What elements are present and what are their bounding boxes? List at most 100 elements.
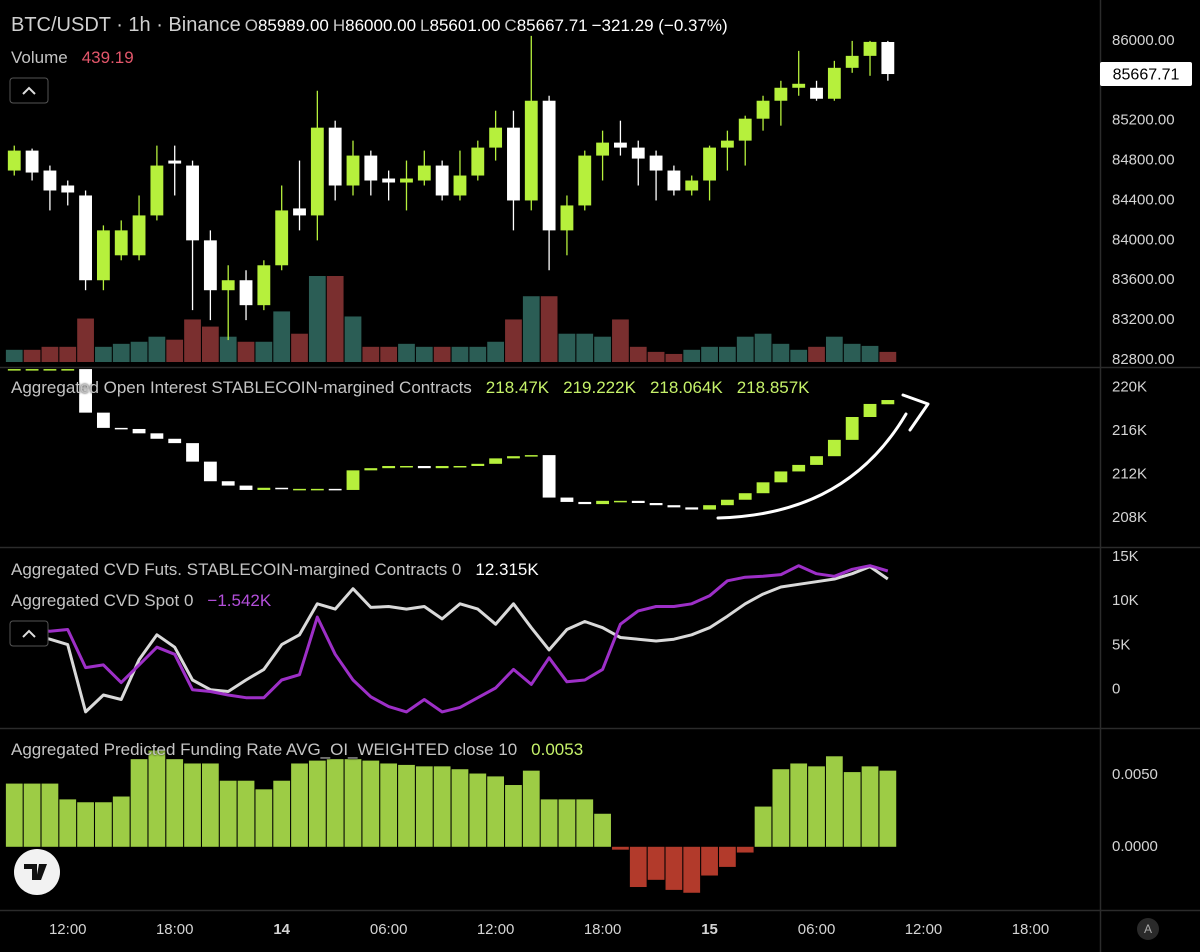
bar [166, 759, 184, 847]
bar [291, 763, 308, 847]
candle-body [596, 142, 610, 156]
bar [112, 796, 130, 847]
ohlc-key: L [420, 16, 430, 35]
button-label[interactable]: A [1144, 922, 1152, 936]
funding-title: Aggregated Predicted Funding Rate AVG_OI… [11, 740, 518, 759]
candle-body [578, 155, 592, 206]
bar [255, 789, 273, 847]
candle-body [489, 127, 503, 148]
candle-body [43, 170, 57, 191]
y-tick-label: 0.0050 [1112, 766, 1158, 783]
y-tick-label: 83200.00 [1112, 311, 1175, 328]
funding-value: 0.0053 [531, 740, 584, 759]
candle-body [346, 155, 360, 186]
bar [754, 806, 772, 847]
candle-body [685, 180, 699, 191]
cvd-line [13, 565, 889, 714]
bar [522, 770, 540, 847]
candle-body [168, 160, 182, 164]
candle-body [792, 464, 806, 472]
candle-body [150, 433, 164, 439]
bar [612, 846, 629, 850]
bar [130, 759, 148, 847]
y-tick-label: 0 [1112, 681, 1120, 698]
bar [879, 351, 897, 362]
candle-body [310, 127, 324, 216]
candle-body [364, 155, 378, 181]
bar [95, 346, 112, 362]
bar [790, 763, 808, 847]
bar [719, 846, 736, 867]
annotation-arrow [716, 412, 908, 520]
y-tick-label: 83600.00 [1112, 271, 1175, 288]
candle-body [275, 487, 289, 490]
candle-body [667, 170, 681, 191]
candle-body [738, 118, 752, 141]
candle-body [453, 465, 467, 468]
bar [415, 766, 433, 847]
candle-body [827, 439, 841, 457]
y-tick-label: 208K [1112, 509, 1147, 526]
volume-header: Volume 439.19 [11, 48, 138, 68]
candle-body [346, 470, 360, 490]
bar [326, 276, 344, 362]
candle-body [774, 87, 788, 101]
bar [647, 846, 665, 880]
candle-body [96, 412, 110, 428]
candle-body [453, 175, 467, 196]
candle-body [489, 458, 503, 464]
collapse-button[interactable] [9, 620, 49, 647]
x-tick-label: 06:00 [370, 921, 408, 938]
bar [647, 351, 665, 362]
price-tag-label: 85667.71 [1113, 66, 1180, 83]
bar [255, 341, 273, 362]
candle-body [845, 416, 859, 440]
bar [344, 759, 362, 847]
candle-body [275, 210, 289, 266]
bar [594, 336, 611, 362]
candle-body [881, 400, 895, 405]
bar [362, 760, 380, 847]
candle-body [560, 205, 574, 231]
bar [487, 776, 505, 847]
bar [736, 846, 754, 853]
button-circle[interactable] [1137, 918, 1159, 940]
y-tick-label: 5K [1112, 636, 1130, 653]
bar [808, 766, 825, 847]
y-tick-label: 10K [1112, 592, 1139, 609]
candle-body [328, 127, 342, 186]
panel [5, 276, 897, 362]
auto-scale-button[interactable]: A [1137, 918, 1159, 940]
bar [77, 318, 94, 362]
bar [879, 770, 897, 847]
bar [576, 799, 594, 847]
x-tick-label: 14 [273, 921, 290, 938]
candle-body [114, 230, 128, 256]
y-tick-label: 0.0000 [1112, 838, 1158, 855]
y-tick-label: 84000.00 [1112, 231, 1175, 248]
oi-value: 218.857K [736, 378, 810, 397]
candle-body [792, 83, 806, 88]
bar [487, 341, 505, 362]
bar [719, 346, 736, 362]
candle-body [631, 147, 645, 159]
bar [701, 846, 718, 876]
funding-header: Aggregated Predicted Funding Rate AVG_OI… [11, 740, 587, 760]
bar [308, 276, 326, 362]
bar [701, 346, 718, 362]
logo-mark [24, 864, 47, 880]
candle-body [703, 505, 716, 510]
button-frame[interactable] [9, 77, 49, 104]
button-frame[interactable] [9, 620, 49, 647]
candle-body [400, 178, 413, 183]
collapse-button[interactable] [9, 77, 49, 104]
candle-body [417, 165, 431, 181]
bar [59, 799, 77, 847]
y-tick-label: 86000.00 [1112, 32, 1175, 49]
candle-body [881, 41, 895, 75]
bar [291, 333, 308, 362]
bar [505, 319, 522, 362]
bar [683, 349, 701, 362]
